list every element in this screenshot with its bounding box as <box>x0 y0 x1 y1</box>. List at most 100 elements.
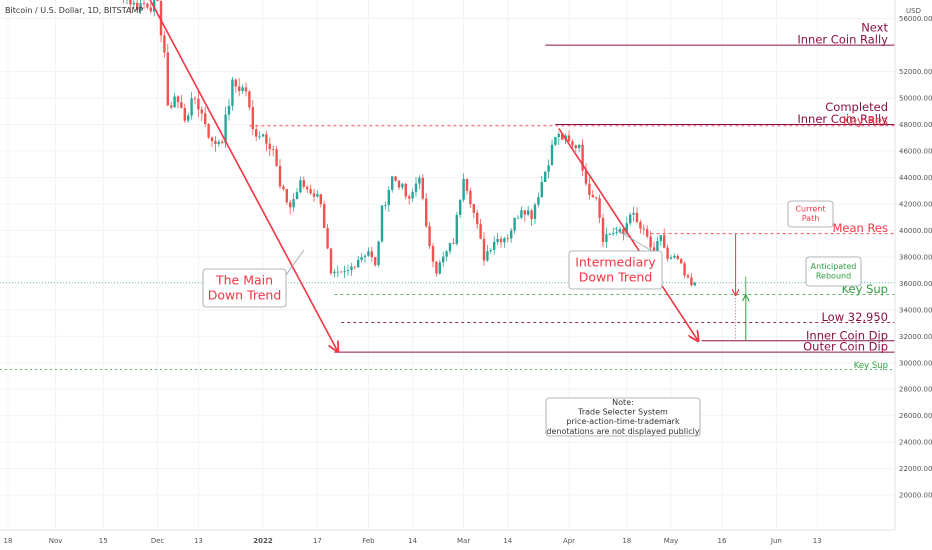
x-tick-14: 16 <box>718 537 727 545</box>
level-label-3-0: Mean Res <box>832 221 888 235</box>
candle <box>336 265 339 278</box>
candle-body <box>210 137 214 141</box>
candle <box>520 206 523 220</box>
candle <box>309 184 312 195</box>
candle <box>238 78 241 97</box>
candle <box>591 189 594 198</box>
callout-current-path-box <box>787 200 834 228</box>
callout-note-line-3: denotations are not displayed publicly <box>546 427 699 436</box>
x-tick-3: Dec <box>151 537 165 545</box>
y-tick-14: 48000.00 <box>899 121 932 129</box>
candle <box>629 212 632 226</box>
candle <box>244 82 248 97</box>
level-label-8-0: Key Sup <box>854 361 888 371</box>
candle <box>496 232 499 245</box>
candle-body <box>520 210 523 218</box>
candle <box>142 0 146 10</box>
candle <box>204 106 207 128</box>
candle <box>146 2 149 10</box>
candle <box>166 44 169 107</box>
candle <box>343 265 346 279</box>
intermediary-trend-line <box>558 128 698 340</box>
y-tick-16: 52000.00 <box>899 68 932 76</box>
candle <box>506 234 509 243</box>
candle-body <box>635 212 639 223</box>
x-tick-10: 14 <box>503 537 512 545</box>
candle-body <box>550 144 554 166</box>
candle <box>486 245 489 262</box>
candle-body <box>278 166 282 187</box>
candle <box>499 236 503 248</box>
candle-body <box>496 238 499 242</box>
callout-main-down-trend-line-0: The Main <box>215 272 273 287</box>
candle-body <box>469 190 472 204</box>
candle-body <box>346 270 350 272</box>
candle <box>258 131 261 140</box>
candle <box>391 175 394 193</box>
main-trend-line <box>149 0 337 352</box>
level-label-1-0: Completed <box>825 100 888 114</box>
candle-body <box>387 190 390 206</box>
candle-body <box>180 102 183 109</box>
candle-body <box>146 3 149 8</box>
candle <box>404 182 407 200</box>
candle <box>595 196 598 201</box>
candle <box>428 221 431 249</box>
level-lines <box>0 44 895 370</box>
candle-body <box>646 229 649 237</box>
candle-body <box>163 35 166 53</box>
candle-body <box>455 214 458 244</box>
candle-body <box>336 271 339 273</box>
candle-body <box>459 199 462 215</box>
candle-body <box>442 256 445 263</box>
candle-body <box>632 212 635 215</box>
level-label-6-0: Inner Coin Dip <box>806 328 888 342</box>
candle <box>510 228 513 243</box>
candle-body <box>132 2 135 5</box>
candle <box>663 228 666 249</box>
callout-anticipated-rebound-line-1: Rebound <box>816 272 851 281</box>
candle-body <box>340 271 343 273</box>
candle <box>268 137 271 157</box>
candle-body <box>462 178 465 200</box>
candle <box>221 139 224 145</box>
x-tick-15: Jun <box>770 537 782 545</box>
candle-body <box>571 141 574 146</box>
grid-lines <box>0 0 895 530</box>
candle-body <box>428 226 431 247</box>
candle-body <box>554 137 557 145</box>
candle <box>200 106 203 122</box>
callout-note-line-2: price-action-time-trademark <box>566 417 680 426</box>
candle <box>197 91 200 118</box>
candle-body <box>255 129 258 137</box>
candle <box>156 0 159 2</box>
x-tick-4: 13 <box>194 537 203 545</box>
candle-body <box>438 262 441 274</box>
candle <box>642 224 645 235</box>
level-label-0-1: Inner Coin Rally <box>797 33 888 47</box>
currency-label: USD <box>906 7 921 15</box>
candle <box>489 248 492 254</box>
candle-body <box>251 107 254 130</box>
candle-body <box>187 115 190 121</box>
candle-body <box>608 234 611 235</box>
candle-body <box>139 3 142 10</box>
candle <box>601 213 605 248</box>
candle <box>608 232 611 236</box>
callout-note-box <box>545 397 701 437</box>
candle-body <box>190 98 193 116</box>
candle <box>353 266 356 270</box>
candle <box>408 194 411 205</box>
y-tick-9: 38000.00 <box>899 253 932 261</box>
candle <box>187 112 190 123</box>
candle-body <box>693 282 696 286</box>
candle-body <box>200 109 203 114</box>
candle <box>421 174 424 201</box>
candle-body <box>217 141 220 144</box>
x-tick-5: 2022 <box>253 537 273 545</box>
candle-body <box>465 178 469 191</box>
candle-body <box>329 248 333 274</box>
